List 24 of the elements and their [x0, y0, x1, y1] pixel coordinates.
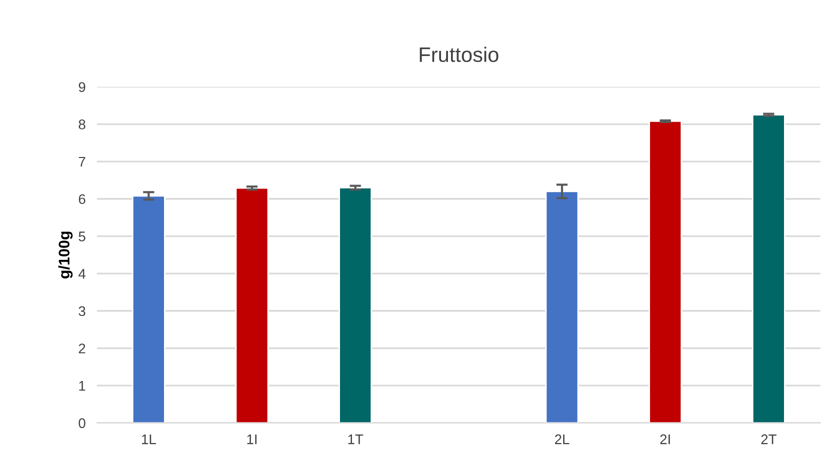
- x-tick-label: 2I: [660, 434, 670, 444]
- bar: [338, 186, 372, 423]
- y-axis-title: g/100g: [58, 232, 73, 278]
- y-tick-label: 0: [78, 418, 86, 428]
- y-tick-label: 4: [78, 269, 86, 279]
- x-tick-label: 1T: [348, 434, 364, 444]
- y-tick-label: 7: [78, 157, 86, 167]
- y-tick-label: 8: [78, 120, 86, 130]
- y-tick-label: 9: [78, 82, 86, 92]
- y-tick-label: 1: [79, 381, 86, 391]
- y-tick-label: 6: [78, 194, 86, 204]
- x-tick-label: 1I: [247, 434, 257, 444]
- y-tick-label: 5: [78, 232, 86, 242]
- x-tick-label: 1L: [142, 434, 156, 444]
- x-tick-label: 2L: [554, 434, 570, 444]
- bar: [132, 195, 166, 423]
- y-tick-label: 3: [78, 306, 86, 316]
- y-tick-label: 2: [78, 344, 86, 354]
- x-tick-label: 2T: [761, 434, 776, 444]
- bar: [235, 187, 269, 423]
- bar: [545, 190, 579, 423]
- bar: [752, 114, 786, 423]
- bar: [648, 120, 682, 423]
- chart-title: Fruttosio: [420, 46, 498, 62]
